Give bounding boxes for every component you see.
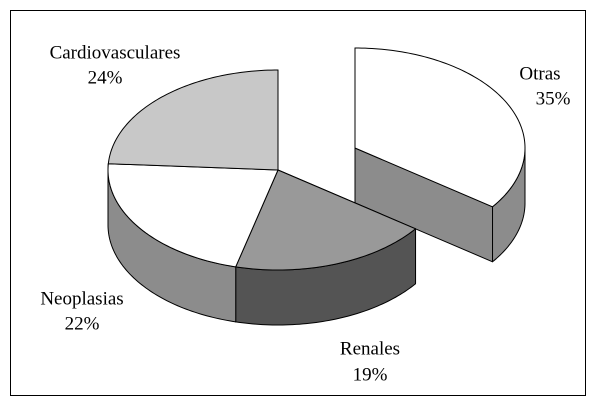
slice-value-label: 35% [536, 88, 571, 109]
slice-top [107, 69, 279, 171]
slice-top [235, 169, 417, 271]
slice-label: Renales [340, 338, 400, 359]
slice-label: Cardiovasculares [50, 42, 181, 63]
slice-top [354, 47, 526, 208]
slice-value-label: 24% [88, 67, 123, 88]
slice-value-label: 19% [353, 364, 388, 385]
slice-value-label: 22% [65, 313, 100, 334]
slice-label: Otras [519, 63, 560, 84]
slice-label: Neoplasias [40, 288, 123, 309]
slice-top [107, 163, 279, 268]
